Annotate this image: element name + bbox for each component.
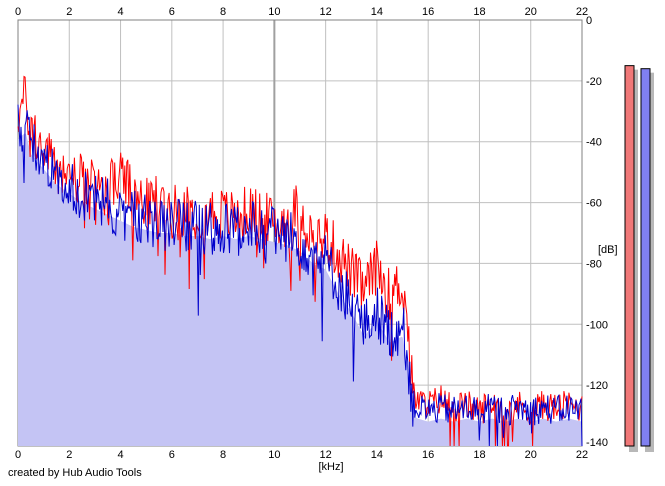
x-tick-label-top: 8	[220, 6, 226, 18]
x-tick-label-top: 2	[66, 6, 72, 18]
x-tick-label-top: 20	[525, 6, 537, 18]
x-tick-label-bottom: 4	[117, 449, 123, 461]
x-tick-label-top: 16	[422, 6, 434, 18]
x-tick-label-top: 6	[169, 6, 175, 18]
y-tick-label: -80	[586, 258, 602, 270]
x-tick-labels-top: 0 2 4 6 8 10 12 14 16 18 20 22	[15, 6, 588, 18]
y-tick-label: -40	[586, 137, 602, 149]
y-tick-label: -120	[586, 380, 608, 392]
y-tick-label: -100	[586, 319, 608, 331]
x-tick-label-top: 10	[268, 6, 280, 18]
spectrum-fill	[18, 133, 582, 446]
x-axis-label: [kHz]	[318, 461, 343, 473]
x-tick-label-bottom: 20	[525, 449, 537, 461]
level-meters	[624, 65, 654, 453]
x-tick-label-top: 18	[473, 6, 485, 18]
x-tick-label-bottom: 18	[473, 449, 485, 461]
meter-bar-left	[624, 65, 635, 447]
x-tick-label-bottom: 10	[268, 449, 280, 461]
y-tick-label: -20	[586, 76, 602, 88]
y-tick-label: -140	[586, 437, 608, 449]
x-tick-label-bottom: 12	[320, 449, 332, 461]
x-tick-label-bottom: 2	[66, 449, 72, 461]
y-axis-label: [dB]	[598, 244, 618, 256]
x-tick-label-bottom: 6	[169, 449, 175, 461]
meter-bar-right	[640, 68, 651, 447]
x-tick-label-bottom: 14	[371, 449, 383, 461]
x-tick-labels-bottom: 0 2 4 6 8 10 12 14 16 18 20 22	[15, 449, 588, 461]
credit-text: created by Hub Audio Tools	[8, 467, 142, 479]
x-tick-label-top: 14	[371, 6, 383, 18]
x-tick-label-bottom: 22	[576, 449, 588, 461]
y-tick-label: -60	[586, 198, 602, 210]
x-tick-label-top: 4	[117, 6, 123, 18]
x-tick-label-top: 12	[320, 6, 332, 18]
x-tick-label-top: 22	[576, 6, 588, 18]
y-tick-label: 0	[586, 15, 592, 27]
y-tick-labels: 0 -20 -40 -60 -80 -100 -120 -140	[586, 15, 608, 449]
x-tick-label-top: 0	[15, 6, 21, 18]
x-tick-label-bottom: 8	[220, 449, 226, 461]
x-tick-label-bottom: 16	[422, 449, 434, 461]
x-tick-label-bottom: 0	[15, 449, 21, 461]
right-channel-line	[17, 104, 583, 447]
